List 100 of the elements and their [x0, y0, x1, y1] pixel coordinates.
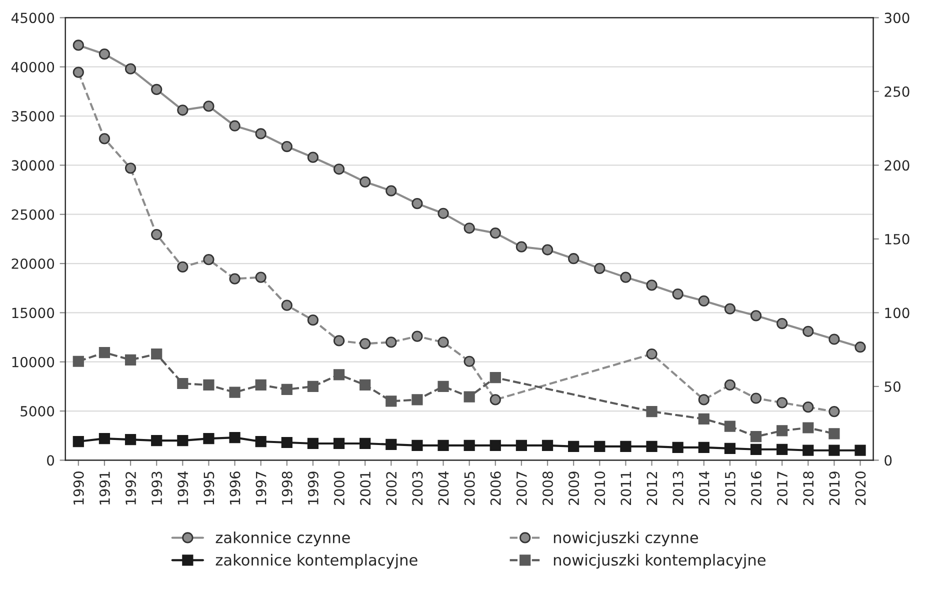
point	[646, 440, 658, 452]
point	[281, 436, 292, 448]
point	[802, 402, 814, 413]
point	[72, 356, 84, 367]
point	[724, 379, 736, 391]
point	[177, 104, 188, 116]
x-tick-label: 2005	[464, 472, 475, 505]
point	[438, 380, 449, 392]
point	[333, 335, 345, 346]
point	[776, 425, 788, 436]
point	[464, 222, 475, 234]
point	[98, 133, 110, 144]
x-tick-label: 2018	[803, 472, 814, 505]
point	[412, 198, 423, 210]
x-tick-label: 2020	[855, 472, 866, 505]
point	[203, 433, 214, 444]
y2-tick-label: 200	[884, 160, 910, 171]
y-tick-label: 45000	[11, 12, 54, 24]
x-tick-label: 1994	[178, 471, 188, 504]
point	[386, 185, 397, 196]
x-tick-label: 2001	[360, 472, 371, 505]
x-tick-label: 2012	[646, 472, 658, 505]
point	[151, 348, 162, 360]
point	[255, 379, 266, 391]
x-tick-label: 2003	[412, 472, 423, 505]
point	[802, 422, 814, 434]
point	[568, 253, 580, 264]
y-tick-label: 10000	[12, 356, 54, 368]
point	[98, 433, 110, 444]
point	[854, 342, 866, 353]
x-tick-label: 1995	[204, 472, 214, 504]
point	[802, 444, 814, 456]
y-tick-label: 40000	[11, 62, 54, 72]
y-tick-label: 0	[47, 455, 54, 466]
point	[412, 394, 423, 406]
point	[802, 326, 814, 337]
point	[203, 100, 214, 112]
point	[360, 379, 371, 391]
x-tick-label: 2014	[698, 471, 710, 505]
point	[828, 428, 840, 440]
point	[229, 120, 240, 132]
point	[124, 162, 136, 174]
y-tick-label: 35000	[12, 111, 54, 122]
point	[776, 444, 788, 455]
point	[360, 338, 371, 350]
y2-tick-label: 150	[885, 234, 910, 244]
y2-tick-label: 250	[884, 86, 910, 97]
point	[151, 434, 162, 446]
point	[646, 280, 658, 291]
x-tick-label: 1993	[152, 472, 162, 504]
x-tick-label: 2013	[672, 472, 684, 505]
x-tick-label: 2007	[516, 472, 527, 505]
point	[151, 228, 162, 240]
point	[464, 440, 475, 452]
point	[386, 336, 397, 348]
point	[177, 378, 188, 390]
point	[229, 273, 240, 284]
point	[724, 420, 736, 432]
point	[698, 394, 710, 406]
x-tick-label: 2008	[542, 472, 553, 505]
point	[307, 152, 319, 163]
point	[177, 261, 188, 273]
point	[828, 334, 840, 345]
point	[438, 440, 449, 452]
point	[229, 386, 240, 398]
point	[124, 354, 136, 366]
point	[72, 40, 84, 51]
point	[203, 379, 214, 391]
point	[568, 440, 580, 452]
legend-label: zakonnice czynne	[216, 531, 350, 546]
x-tick-label: 2016	[750, 471, 762, 505]
point	[594, 440, 606, 452]
y2-tick-label: 50	[884, 381, 900, 392]
y2-tick-label: 300	[884, 12, 910, 24]
point	[672, 442, 684, 453]
point	[203, 254, 214, 266]
point	[490, 440, 501, 452]
y-tick-label: 5000	[20, 406, 54, 417]
x-tick-label: 2017	[777, 472, 788, 505]
x-tick-label: 1990	[73, 472, 84, 504]
point	[490, 372, 501, 384]
x-tick-label: 2000	[334, 472, 344, 505]
point	[360, 438, 371, 450]
point	[124, 434, 136, 446]
point	[646, 406, 658, 418]
point	[72, 66, 84, 78]
point	[307, 380, 319, 392]
point	[698, 295, 710, 306]
point	[360, 176, 371, 188]
point	[412, 330, 423, 342]
point	[98, 48, 110, 60]
y-tick-label: 30000	[12, 160, 54, 171]
point	[464, 391, 475, 402]
point	[124, 63, 136, 74]
x-tick-label: 1999	[308, 472, 318, 504]
point	[828, 406, 840, 418]
point	[151, 84, 162, 96]
point	[464, 356, 475, 367]
point	[333, 164, 345, 175]
point	[177, 434, 188, 446]
